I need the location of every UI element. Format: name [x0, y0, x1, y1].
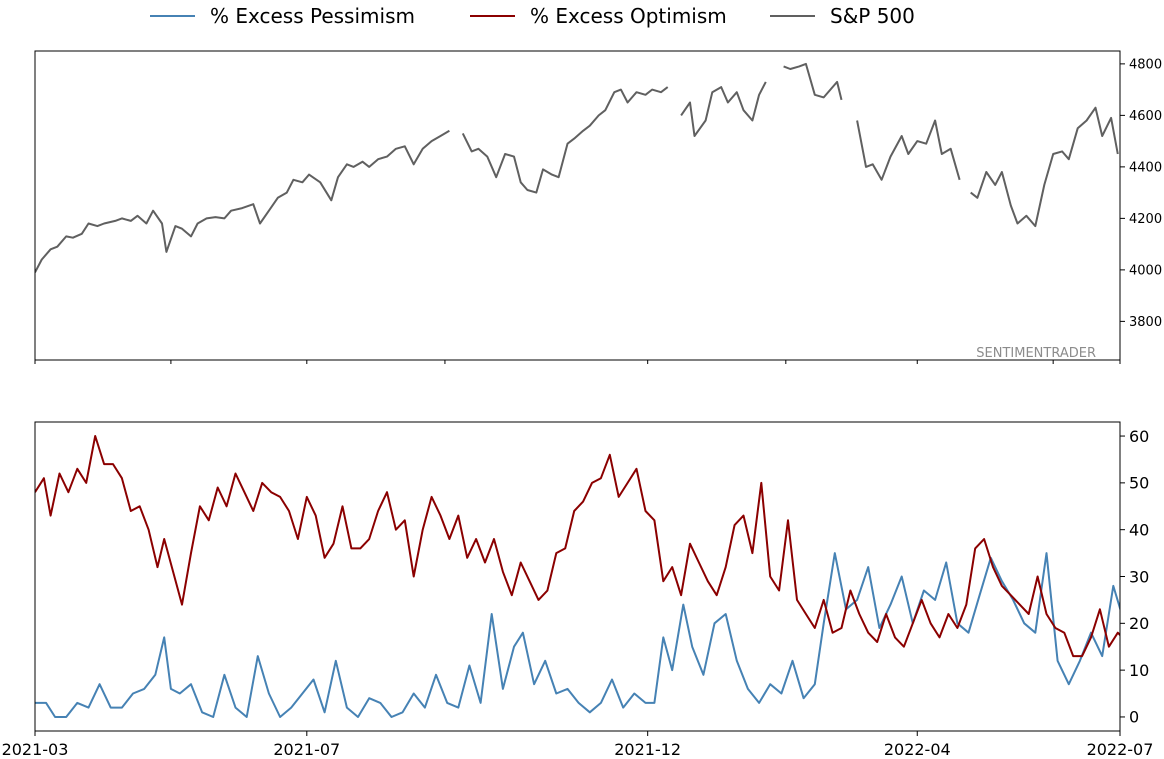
sentiment-panel: 0 10 20 30 40 50 60 2021-03 2021-07 2021-12 2022-0… — [2, 421, 1154, 759]
x-tick-label: 2021-12 — [614, 740, 681, 759]
plot-frame — [34, 421, 1121, 732]
x-tick-label: 2022-07 — [1087, 740, 1154, 759]
legend-label-s-p-500: S&P 500 — [830, 4, 915, 28]
y-tick-label: 20 — [1129, 614, 1149, 633]
y-tick-label: 4000 — [1129, 264, 1162, 279]
y-tick-label: 50 — [1129, 474, 1149, 493]
series-line-s-p-500-segment-3 — [783, 62, 843, 101]
legend-label-excess-optimism: % Excess Optimism — [530, 4, 727, 28]
series-line-excess-pessimism — [35, 552, 1120, 718]
y-tick-label: 40 — [1129, 520, 1149, 539]
legend-label-excess-pessimism: % Excess Pessimism — [210, 4, 415, 28]
x-tick-label: 2021-03 — [2, 740, 69, 759]
series-line-s-p-500-segment-0 — [35, 129, 450, 273]
series-line-s-p-500-segment-4 — [856, 119, 961, 181]
y-tick-label: 4600 — [1129, 109, 1162, 124]
watermark-text: SENTIMENTRADER — [976, 346, 1096, 361]
chart-legend: % Excess Pessimism % Excess Optimism S&P 5… — [150, 4, 915, 28]
series-line-s-p-500-segment-5 — [970, 106, 1119, 228]
y-tick-label: 4200 — [1129, 212, 1162, 227]
series-line-s-p-500-segment-1 — [461, 86, 669, 194]
plot-frame — [34, 50, 1121, 361]
x-tick-label: 2021-07 — [273, 740, 340, 759]
y-tick-label: 4800 — [1129, 58, 1162, 73]
sp500-panel: 3800 4000 4200 4400 4600 4800 SENTIMENTRADER — [34, 50, 1162, 364]
y-tick-label: 30 — [1129, 567, 1149, 586]
x-tick-label: 2022-04 — [884, 740, 951, 759]
y-tick-label: 3800 — [1129, 315, 1162, 330]
series-line-s-p-500-segment-2 — [680, 81, 767, 137]
y-tick-label: 60 — [1129, 427, 1149, 446]
y-tick-label: 0 — [1129, 708, 1139, 727]
y-tick-label: 4400 — [1129, 161, 1162, 176]
series-line-excess-optimism — [35, 435, 1120, 658]
y-tick-label: 10 — [1129, 661, 1149, 680]
